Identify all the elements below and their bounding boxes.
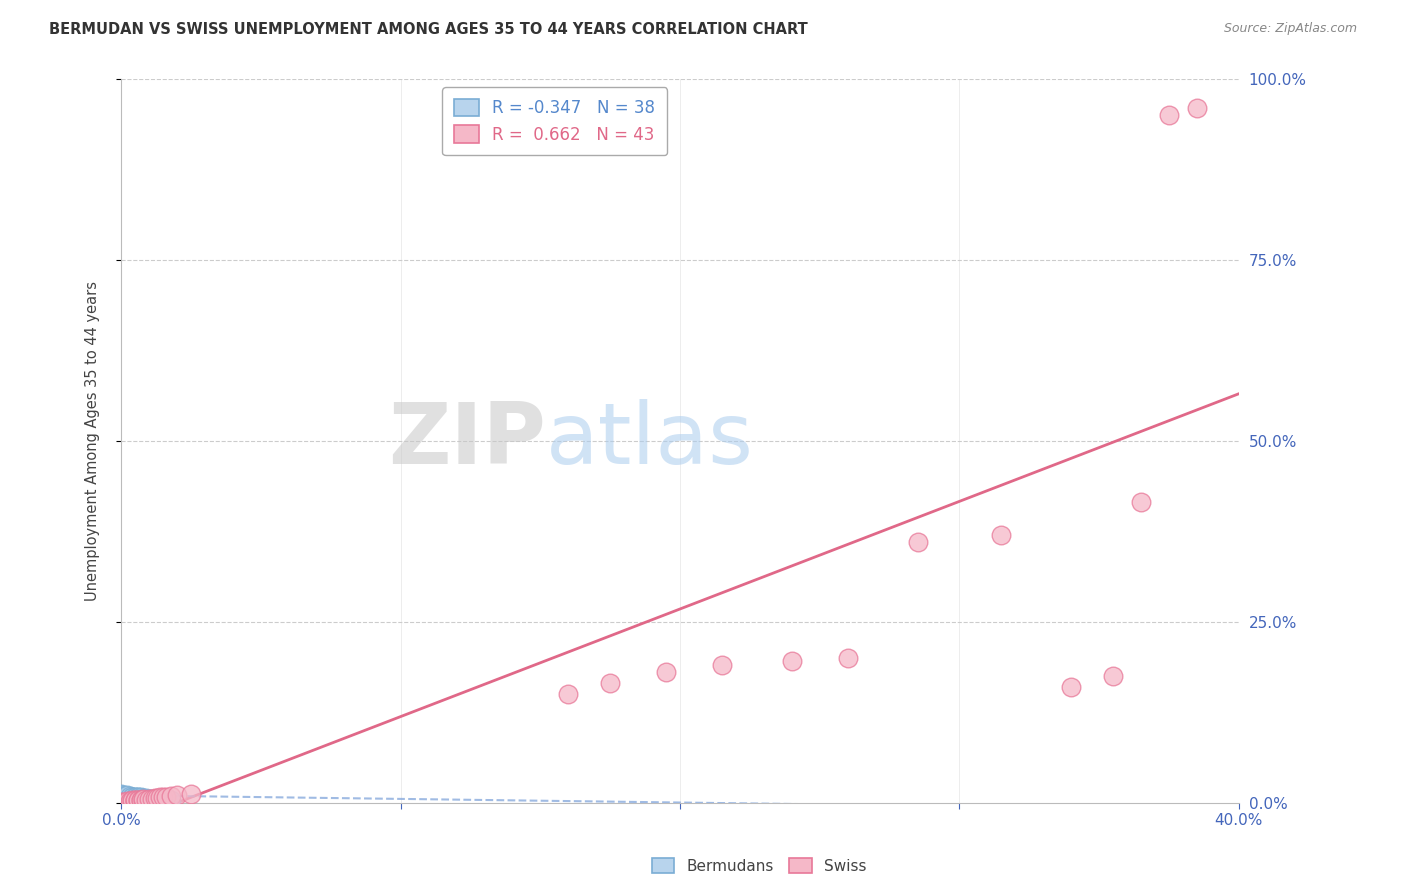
Point — [152, 792, 174, 806]
Point — [180, 787, 202, 801]
Point — [112, 789, 135, 803]
Point — [121, 789, 143, 804]
Point — [112, 795, 135, 809]
Point — [132, 791, 155, 805]
Point — [121, 794, 143, 808]
Point — [118, 789, 141, 803]
Point — [132, 792, 155, 806]
Point — [118, 794, 141, 808]
Point — [141, 792, 163, 806]
Point — [127, 789, 149, 804]
Point — [710, 658, 733, 673]
Point — [110, 795, 132, 809]
Point — [110, 796, 132, 810]
Point — [557, 687, 579, 701]
Point — [127, 793, 149, 807]
Point — [655, 665, 678, 680]
Point — [143, 792, 166, 806]
Point — [110, 795, 132, 809]
Point — [110, 788, 132, 802]
Point — [1130, 495, 1153, 509]
Point — [155, 789, 177, 804]
Point — [127, 792, 149, 806]
Point — [1060, 680, 1083, 694]
Point — [149, 790, 172, 805]
Point — [160, 793, 183, 807]
Point — [115, 794, 138, 808]
Point — [166, 789, 188, 803]
Point — [110, 789, 132, 804]
Point — [599, 676, 621, 690]
Point — [135, 791, 157, 805]
Point — [121, 793, 143, 807]
Text: ZIP: ZIP — [388, 400, 546, 483]
Point — [780, 655, 803, 669]
Text: atlas: atlas — [546, 400, 754, 483]
Point — [124, 793, 146, 807]
Point — [110, 792, 132, 806]
Point — [115, 789, 138, 803]
Point — [121, 790, 143, 805]
Point — [129, 790, 152, 805]
Point — [118, 795, 141, 809]
Point — [141, 792, 163, 806]
Point — [129, 793, 152, 807]
Point — [990, 528, 1012, 542]
Point — [132, 792, 155, 806]
Point — [115, 789, 138, 804]
Point — [907, 535, 929, 549]
Point — [110, 796, 132, 810]
Legend: Bermudans, Swiss: Bermudans, Swiss — [645, 852, 873, 880]
Text: Source: ZipAtlas.com: Source: ZipAtlas.com — [1223, 22, 1357, 36]
Point — [110, 796, 132, 810]
Point — [124, 790, 146, 805]
Point — [110, 792, 132, 806]
Point — [110, 789, 132, 803]
Point — [110, 795, 132, 809]
Point — [110, 792, 132, 806]
Point — [143, 791, 166, 805]
Point — [127, 790, 149, 805]
Point — [146, 791, 169, 805]
Point — [129, 792, 152, 806]
Point — [135, 792, 157, 806]
Y-axis label: Unemployment Among Ages 35 to 44 years: Unemployment Among Ages 35 to 44 years — [86, 281, 100, 600]
Point — [1157, 108, 1180, 122]
Point — [138, 792, 160, 806]
Point — [115, 795, 138, 809]
Point — [1185, 101, 1208, 115]
Point — [124, 794, 146, 808]
Point — [124, 793, 146, 807]
Point — [138, 792, 160, 806]
Point — [110, 787, 132, 801]
Point — [112, 789, 135, 803]
Point — [115, 789, 138, 803]
Point — [110, 794, 132, 808]
Point — [160, 789, 183, 803]
Point — [152, 790, 174, 805]
Point — [1102, 669, 1125, 683]
Point — [118, 789, 141, 804]
Point — [110, 791, 132, 805]
Point — [112, 796, 135, 810]
Point — [124, 789, 146, 804]
Legend: R = -0.347   N = 38, R =  0.662   N = 43: R = -0.347 N = 38, R = 0.662 N = 43 — [443, 87, 666, 155]
Point — [110, 793, 132, 807]
Point — [110, 790, 132, 805]
Point — [837, 650, 859, 665]
Point — [110, 789, 132, 803]
Point — [129, 791, 152, 805]
Text: BERMUDAN VS SWISS UNEMPLOYMENT AMONG AGES 35 TO 44 YEARS CORRELATION CHART: BERMUDAN VS SWISS UNEMPLOYMENT AMONG AGE… — [49, 22, 808, 37]
